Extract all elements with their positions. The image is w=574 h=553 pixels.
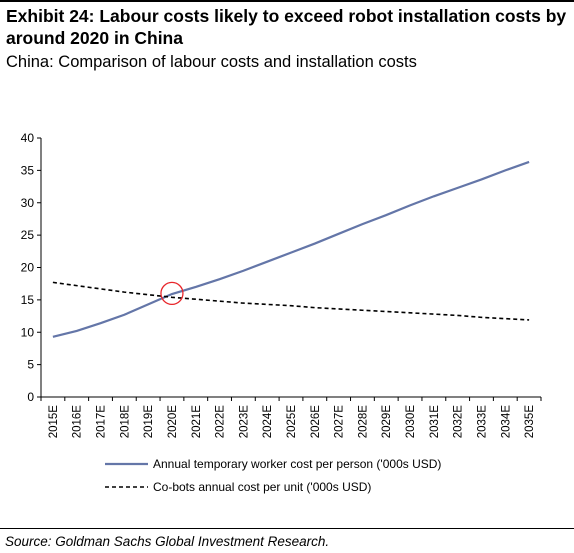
series-line-worker-cost — [52, 160, 530, 338]
x-tick-label: 2015E — [48, 405, 60, 439]
x-tick-label: 2020E — [167, 405, 179, 439]
line-chart: 0 5 10 15 20 25 30 35 40 2015E 2016E 2017E 2018E 2019… — [21, 131, 542, 494]
x-tick-label: 2030E — [405, 405, 417, 439]
x-tick-label: 2021E — [191, 405, 203, 439]
x-tick-label: 2018E — [119, 405, 131, 439]
x-tick-label: 2029E — [381, 405, 393, 439]
x-tick-label: 2022E — [215, 405, 227, 439]
x-tick-label: 2035E — [524, 405, 536, 439]
top-rule — [0, 0, 574, 2]
crossover-highlight-circle — [160, 281, 184, 306]
chart-area: 0 5 10 15 20 25 30 35 40 2015E 2016E 2017E 2018E 2019… — [0, 120, 574, 540]
x-tick-label: 2024E — [262, 405, 274, 439]
x-tick-label: 2023E — [238, 405, 250, 439]
legend-label-worker-cost: Annual temporary worker cost per person … — [153, 457, 441, 471]
chart-subtitle: China: Comparison of labour costs and in… — [6, 53, 417, 71]
y-tick-label: 5 — [27, 358, 34, 372]
y-tick-label: 35 — [21, 163, 35, 177]
y-tick-label: 15 — [21, 293, 35, 307]
y-tick-label: 10 — [21, 325, 35, 339]
x-tick-label: 2019E — [143, 405, 155, 439]
x-tick-label: 2016E — [72, 405, 84, 439]
y-tick-label: 30 — [21, 196, 35, 210]
bottom-rule — [0, 528, 574, 529]
chart-title: Exhibit 24: Labour costs likely to excee… — [6, 6, 567, 48]
y-tick-label: 25 — [21, 228, 35, 242]
x-tick-label: 2025E — [286, 405, 298, 439]
x-tick-label: 2017E — [96, 405, 108, 439]
y-tick-label: 40 — [21, 131, 35, 145]
x-tick-label: 2033E — [476, 405, 488, 439]
x-tick-label: 2027E — [334, 405, 346, 439]
x-tick-label: 2032E — [453, 405, 465, 439]
legend-label-cobot-cost: Co-bots annual cost per unit ('000s USD) — [153, 480, 371, 494]
x-tick-label: 2028E — [357, 405, 369, 439]
x-tick-label: 2026E — [310, 405, 322, 439]
source-note: Source: Goldman Sachs Global Investment … — [5, 534, 330, 549]
y-tick-label: 0 — [27, 390, 34, 404]
series-line-cobot-cost — [52, 281, 530, 321]
y-tick-label: 20 — [21, 261, 35, 275]
x-tick-label: 2034E — [500, 405, 512, 439]
x-tick-label: 2031E — [429, 405, 441, 439]
